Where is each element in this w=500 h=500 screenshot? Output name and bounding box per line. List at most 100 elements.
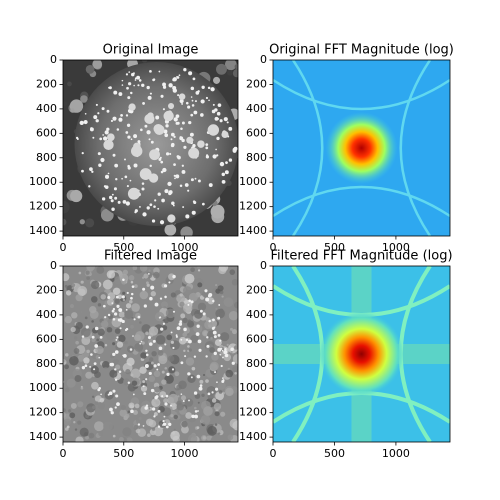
texture [106,332,115,341]
spot [145,404,149,407]
texture [176,402,184,411]
x-tick-label: 500 [113,241,134,254]
spot [190,96,193,98]
y-tick-label: 1200 [29,200,57,213]
spot [212,330,217,335]
texture [126,437,133,442]
texture [224,60,237,71]
texture [193,324,203,334]
texture [205,379,209,383]
texture [112,338,116,342]
spot [91,170,94,173]
y-tick-label: 1400 [239,430,267,443]
spot [224,353,229,358]
spot [158,158,162,161]
spot [118,308,123,312]
y-tick-label: 1200 [239,200,267,213]
spot [224,348,227,351]
texture [150,361,154,365]
texture [188,348,193,352]
spot [194,100,197,103]
texture [141,276,145,279]
y-tick-label: 400 [246,308,267,321]
spot [174,117,177,121]
texture [170,340,174,344]
spot [121,319,125,324]
spot [194,414,198,419]
spot [196,324,200,328]
spot [157,425,161,428]
texture [122,298,126,302]
spot [118,370,122,373]
spot [102,136,108,141]
spot [152,339,156,343]
texture [179,293,183,297]
texture [91,338,96,343]
spot [88,185,91,188]
spot [138,79,142,82]
spot [193,110,198,115]
texture [223,297,234,308]
spot [213,335,217,339]
texture [181,395,187,401]
spot [172,77,177,82]
spot [99,137,103,141]
spot [212,318,215,322]
y-tick-label: 600 [246,126,267,139]
x-tick-label: 1000 [382,241,410,254]
spot [215,148,217,151]
texture [152,271,160,279]
spot [211,327,215,330]
texture [95,345,104,355]
texture [128,402,135,409]
texture [178,336,187,345]
spot [121,84,124,86]
texture [130,368,141,379]
texture [151,427,156,431]
texture [69,356,79,366]
texture [163,398,169,404]
spot [177,94,180,97]
spot [180,361,184,365]
spot [217,103,222,108]
spot [168,422,172,427]
spot [187,189,190,192]
texture [65,290,72,296]
spot [144,364,149,369]
spot [142,212,147,217]
y-tick-label: 800 [246,151,267,164]
texture [184,273,195,284]
spot [214,371,217,374]
texture [146,283,150,287]
texture [106,270,116,279]
texture [217,381,226,390]
areole [128,103,136,111]
areole [154,124,165,136]
spot [113,90,118,95]
spot [222,356,224,359]
texture [90,280,100,290]
texture [63,273,70,282]
texture [118,311,125,318]
texture [80,95,88,103]
spot [107,172,110,175]
texture [63,218,67,226]
texture [187,319,192,323]
texture [148,269,151,273]
spot [85,325,89,329]
texture [161,379,167,385]
spot [121,79,124,82]
texture [214,411,220,417]
image [63,266,238,442]
texture [217,285,224,292]
areole [197,140,205,148]
spot [165,425,169,429]
texture [141,60,148,63]
spot [142,101,145,105]
spot [84,112,87,115]
texture [232,353,238,364]
spot [219,353,222,356]
spot [157,409,161,413]
spot [173,135,176,139]
spot [219,339,222,342]
